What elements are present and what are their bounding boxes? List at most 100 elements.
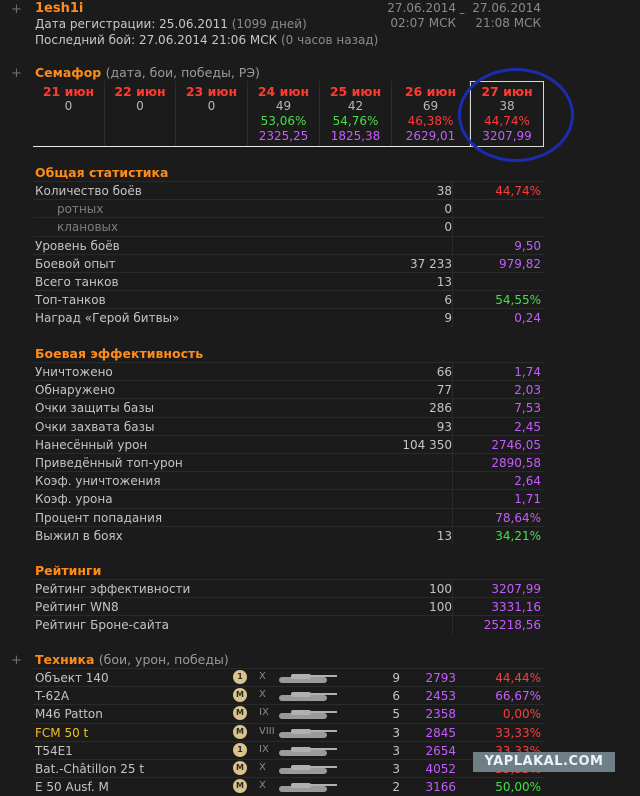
stat-row: Очки защиты базы 286 7,53 [33,398,544,418]
stat-average: 2,45 [514,419,541,434]
column-divider [452,508,453,527]
vehicle-battles: 9 [392,671,400,685]
vehicle-tier: X [259,671,266,682]
vehicle-name[interactable]: Объект 140 [35,671,109,685]
column-divider [452,218,453,237]
vehicle-row[interactable]: FCM 50 t M VIII 3 2845 33,33% [33,722,544,742]
stat-label: Выжил в боях [35,528,123,543]
semafor-date: 22 июн [114,84,166,99]
stat-average: 44,74% [495,184,541,198]
semafor-date: 25 июн [329,84,382,99]
stat-label: Топ-танков [35,293,106,308]
stat-label: Наград «Герой битвы» [35,311,180,326]
mastery-badge-icon: M [233,706,247,721]
stat-label: Количество боёв [35,184,142,198]
stat-label: Рейтинг Броне-сайта [35,618,170,633]
semafor-day: 24 июн 49 53,06% 2325,25 [248,81,320,147]
mastery-badge-icon: M [233,779,247,794]
expand-icon[interactable]: + [11,2,22,17]
vehicle-winrate: 44,44% [495,671,541,685]
semafor-rating: 2325,25 [258,129,309,143]
vehicle-winrate: 66,67% [495,689,541,704]
stat-label: Всего танков [35,275,119,289]
stat-value: 37 233 [410,256,452,271]
column-divider [452,291,453,310]
vehicle-row[interactable]: E 50 Ausf. M M X 2 3166 50,00% [33,777,544,796]
stat-average: 979,82 [499,256,541,271]
semafor-rating: 1825,38 [330,129,381,143]
vehicle-name[interactable]: FCM 50 t [35,725,89,740]
stat-row: Коэф. уничтожения 2,64 [33,471,544,491]
stat-row: Выжил в боях 13 34,21% [33,525,544,545]
registration-date: Дата регистрации: 25.06.2011 (1099 дней) [35,17,307,31]
stat-label: Нанесённый урон [35,437,148,452]
vehicle-row[interactable]: M46 Patton M IX 5 2358 0,00% [33,704,544,723]
tank-icon [275,690,339,705]
vehicle-battles: 2 [392,780,400,795]
vehicle-row[interactable]: T54E1 1 IX 3 2654 33,33% [33,740,544,760]
column-divider [452,616,453,635]
annotation-circle [458,68,574,162]
vehicle-row[interactable]: Объект 140 1 X 9 2793 44,44% [33,668,544,687]
stat-row: Наград «Герой битвы» 9 0,24 [33,308,544,328]
stat-label: Уничтожено [35,365,113,379]
column-divider [452,236,453,255]
vehicle-damage: 2358 [425,707,456,722]
range-to-date: 27.06.2014 [472,1,541,15]
vehicle-row[interactable]: Bat.-Châtillon 25 tMX3405233,33% [33,759,544,778]
semafor-date: 26 июн [404,84,457,99]
semafor-wins: 46,38% [407,114,454,128]
range-to-time: 21:08 МСК [475,16,541,30]
stat-average: 3331,16 [491,600,541,615]
column-divider [452,417,453,436]
stat-label: Обнаружено [35,383,116,398]
vehicle-name[interactable]: T54E1 [35,743,73,758]
semafor-title: Семафор (дата, бои, победы, РЭ) [35,65,260,80]
username[interactable]: 1esh1i [35,1,84,16]
column-divider [452,598,453,617]
watermark: YAPLAKAL.COM [473,752,615,772]
expand-icon[interactable]: + [11,66,22,81]
semafor-battles: 49 [275,99,292,113]
vehicle-name[interactable]: Bat.-Châtillon 25 t [35,762,145,776]
vehicle-damage: 2793 [425,671,456,685]
stat-label: Очки захвата базы [35,419,155,434]
vehicle-winrate: 33,33% [495,725,541,740]
tank-icon [275,727,339,742]
stat-average: 1,71 [514,492,541,507]
expand-icon[interactable]: + [11,653,22,668]
stat-value: 77 [436,383,452,398]
stat-value: 100 [429,600,452,615]
vehicle-tier: X [259,689,266,701]
range-from-time: 02:07 МСК [390,16,456,30]
vehicle-damage: 4052 [425,762,456,776]
column-divider [452,182,453,200]
vehicle-name[interactable]: E 50 Ausf. M [35,780,109,795]
vehicle-name[interactable]: M46 Patton [35,707,103,722]
stat-row: Рейтинг эффективности 100 3207,99 [33,579,544,598]
semafor-battles: 69 [422,99,439,113]
general-stats-title: Общая статистика [35,165,169,180]
semafor-rating: 2629,01 [405,129,456,143]
semafor-battles: 0 [136,99,144,113]
combat-efficiency-title: Боевая эффективность [35,346,204,361]
vehicle-name[interactable]: T-62A [35,689,70,704]
stat-average: 2746,05 [491,437,541,452]
ratings-title: Рейтинги [35,563,102,578]
mastery-badge-icon: M [233,724,247,739]
stat-value: 100 [429,582,452,596]
column-divider [452,309,453,328]
stat-average: 2,03 [514,383,541,398]
vehicle-winrate: 0,00% [502,707,541,722]
vehicle-row[interactable]: T-62A M X 6 2453 66,67% [33,686,544,705]
vehicle-battles: 6 [392,689,400,704]
vehicle-battles: 3 [392,762,400,776]
semafor-wins: 54,76% [332,114,379,128]
semafor-day: 22 июн 0 [105,81,176,147]
stat-row: Очки захвата базы 93 2,45 [33,416,544,436]
stat-row: Рейтинг WN8 100 3331,16 [33,597,544,617]
stat-value: 38 [436,184,452,198]
semafor-day: 25 июн 42 54,76% 1825,38 [320,81,392,147]
vehicle-battles: 3 [392,743,400,758]
stat-average: 54,55% [495,293,541,308]
